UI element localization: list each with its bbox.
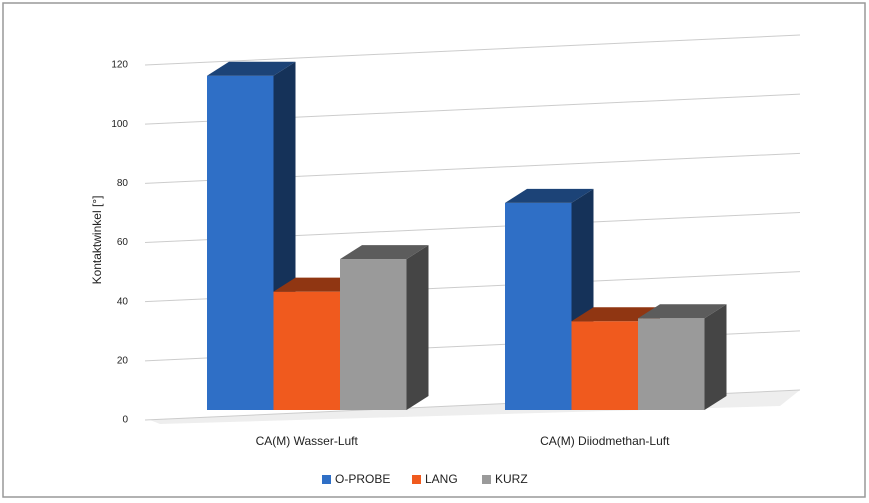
legend-label: LANG xyxy=(425,472,458,486)
legend-swatch xyxy=(412,475,421,484)
y-tick-label: 40 xyxy=(117,296,129,307)
bar xyxy=(207,75,274,410)
bar-top xyxy=(340,245,429,260)
x-tick-label: CA(M) Diiodmethan-Luft xyxy=(540,434,670,448)
bar-top xyxy=(571,307,660,322)
bar-side xyxy=(406,245,429,410)
bar xyxy=(505,202,572,410)
y-tick-label: 0 xyxy=(122,415,128,426)
grid-line xyxy=(144,34,801,66)
y-axis-label: Kontaktwinkel [°] xyxy=(90,196,104,285)
bar xyxy=(273,291,340,410)
y-tick-label: 20 xyxy=(117,355,129,366)
bar-top xyxy=(273,277,362,292)
bar-top xyxy=(505,188,594,203)
y-tick-label: 100 xyxy=(111,119,128,130)
bar xyxy=(571,321,638,410)
y-tick-label: 60 xyxy=(117,237,129,248)
bar xyxy=(638,318,705,410)
legend-swatch xyxy=(482,475,491,484)
bar-top xyxy=(207,61,296,76)
legend-label: O-PROBE xyxy=(335,472,390,486)
bar-side xyxy=(704,304,727,410)
y-tick-label: 120 xyxy=(111,60,128,71)
legend-swatch xyxy=(322,475,331,484)
bar-top xyxy=(638,304,727,319)
y-tick-label: 80 xyxy=(117,178,129,189)
bar xyxy=(340,259,407,410)
legend-label: KURZ xyxy=(495,472,528,486)
x-tick-label: CA(M) Wasser-Luft xyxy=(256,434,359,448)
